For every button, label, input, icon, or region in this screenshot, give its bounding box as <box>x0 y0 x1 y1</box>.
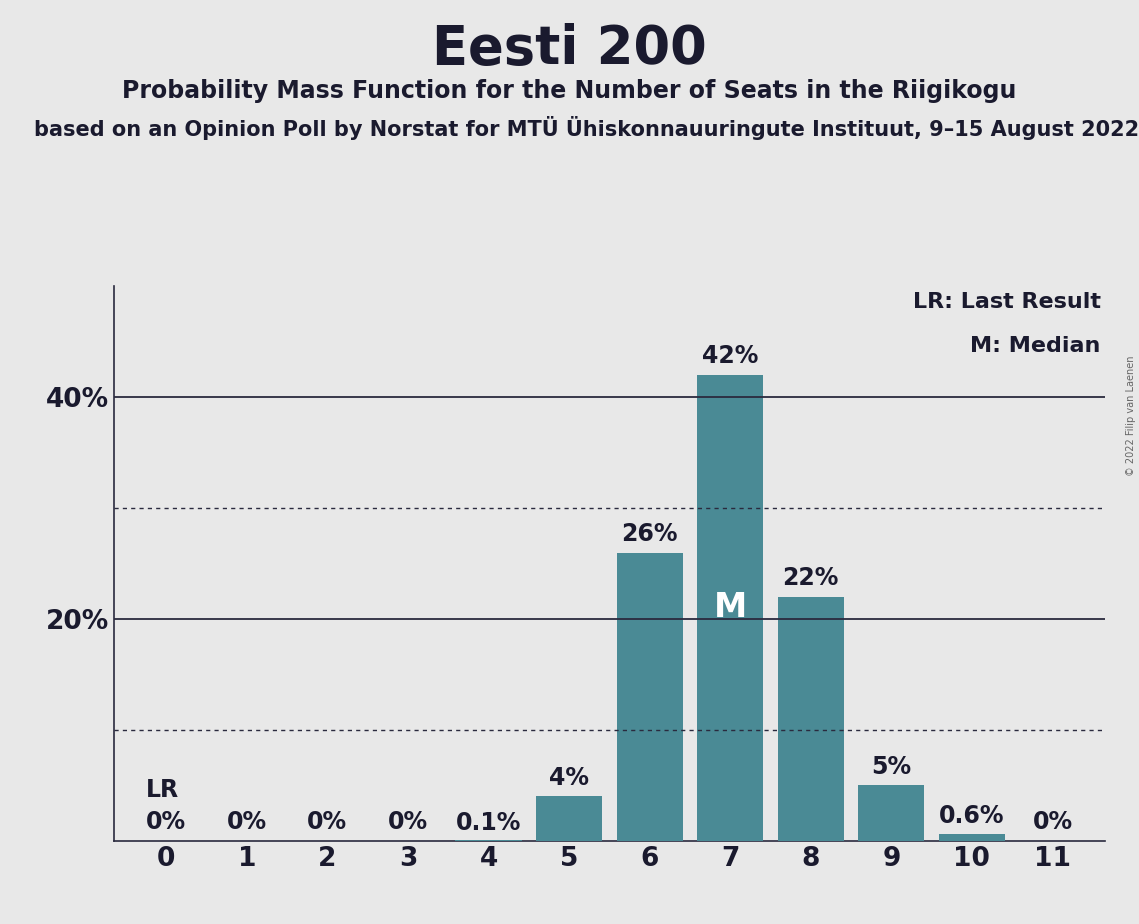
Text: 26%: 26% <box>622 522 678 546</box>
Text: 0%: 0% <box>308 810 347 834</box>
Text: 5%: 5% <box>871 755 911 779</box>
Text: 0%: 0% <box>388 810 428 834</box>
Bar <box>859 785 925 841</box>
Bar <box>939 834 1005 841</box>
Text: 0%: 0% <box>1032 810 1073 834</box>
Text: Eesti 200: Eesti 200 <box>432 23 707 75</box>
Text: 22%: 22% <box>782 566 839 590</box>
Text: 0.1%: 0.1% <box>456 811 522 835</box>
Text: 0%: 0% <box>146 810 187 834</box>
Text: Probability Mass Function for the Number of Seats in the Riigikogu: Probability Mass Function for the Number… <box>122 79 1017 103</box>
Text: M: M <box>714 591 747 625</box>
Bar <box>536 796 603 841</box>
Text: 0%: 0% <box>227 810 267 834</box>
Text: 42%: 42% <box>702 345 759 369</box>
Text: M: Median: M: Median <box>970 336 1100 357</box>
Text: 0.6%: 0.6% <box>940 804 1005 828</box>
Text: © 2022 Filip van Laenen: © 2022 Filip van Laenen <box>1126 356 1136 476</box>
Text: LR: Last Result: LR: Last Result <box>912 292 1100 312</box>
Bar <box>697 375 763 841</box>
Text: based on an Opinion Poll by Norstat for MTÜ Ühiskonnauuringute Instituut, 9–15 A: based on an Opinion Poll by Norstat for … <box>34 116 1139 140</box>
Text: 4%: 4% <box>549 766 589 790</box>
Text: LR: LR <box>146 778 179 802</box>
Bar <box>456 840 522 841</box>
Bar <box>616 553 682 841</box>
Bar <box>778 597 844 841</box>
